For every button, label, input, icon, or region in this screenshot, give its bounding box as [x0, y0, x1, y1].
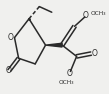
Text: O: O	[83, 11, 89, 20]
Polygon shape	[46, 43, 62, 47]
Text: O: O	[5, 66, 11, 75]
Text: O: O	[91, 49, 97, 58]
Text: O: O	[66, 69, 72, 78]
Text: OCH₃: OCH₃	[91, 11, 107, 16]
Text: O: O	[8, 33, 14, 42]
Text: OCH₃: OCH₃	[58, 80, 74, 85]
